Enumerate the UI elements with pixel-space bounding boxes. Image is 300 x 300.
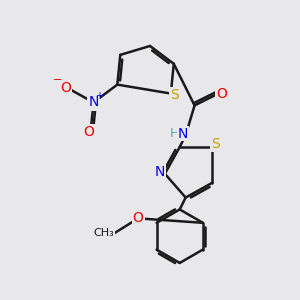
Text: N: N: [178, 127, 188, 141]
Text: +: +: [95, 91, 104, 101]
Text: H: H: [170, 127, 179, 140]
Text: O: O: [216, 86, 227, 100]
Text: N: N: [154, 165, 165, 179]
Text: S: S: [170, 88, 179, 102]
Text: CH₃: CH₃: [94, 228, 114, 238]
Text: −: −: [52, 75, 62, 85]
Text: O: O: [60, 81, 71, 94]
Text: N: N: [88, 95, 99, 110]
Text: S: S: [212, 137, 220, 151]
Text: O: O: [84, 125, 94, 139]
Text: O: O: [133, 212, 143, 225]
